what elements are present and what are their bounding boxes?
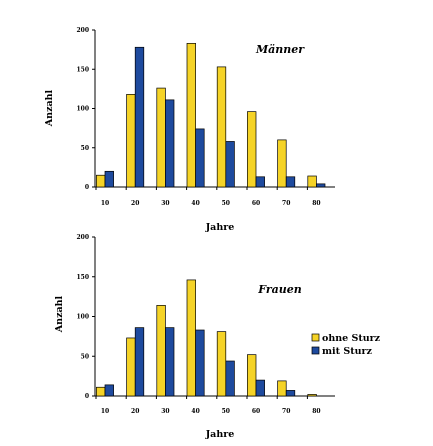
bar-ohne-sturz bbox=[126, 94, 136, 188]
y-axis-title: Anzahl bbox=[54, 295, 65, 333]
x-tick-label: 10 bbox=[101, 408, 109, 415]
y-tick-label: 200 bbox=[76, 234, 89, 241]
bar-mit-sturz bbox=[255, 379, 265, 397]
y-axis-title: Anzahl bbox=[44, 89, 55, 127]
bar-mit-sturz bbox=[134, 46, 145, 188]
bar-ohne-sturz bbox=[126, 337, 136, 397]
legend-swatch-ohne-sturz bbox=[311, 333, 320, 342]
bar-ohne-sturz bbox=[156, 87, 166, 188]
bar-ohne-sturz bbox=[96, 174, 106, 188]
x-tick-label: 10 bbox=[101, 200, 109, 207]
x-tick-label: 20 bbox=[131, 200, 139, 207]
bar-mit-sturz bbox=[285, 176, 296, 188]
bar-ohne-sturz bbox=[307, 394, 317, 397]
bar-mit-sturz bbox=[134, 327, 145, 397]
legend-label: ohne Sturz bbox=[322, 333, 381, 344]
bar-mit-sturz bbox=[285, 390, 296, 397]
y-tick-label: 100 bbox=[76, 314, 89, 321]
bar-mit-sturz bbox=[225, 141, 235, 188]
x-tick-label: 40 bbox=[191, 408, 199, 415]
bar-mit-sturz bbox=[104, 384, 114, 397]
y-tick-label: 0 bbox=[85, 184, 89, 191]
x-tick-label: 50 bbox=[222, 408, 230, 415]
legend-swatch-mit-sturz bbox=[311, 346, 320, 355]
bar-ohne-sturz bbox=[216, 66, 227, 188]
y-tick-label: 50 bbox=[81, 145, 89, 152]
y-tick-label: 50 bbox=[81, 353, 89, 360]
bar-ohne-sturz bbox=[277, 380, 287, 397]
x-tick-label: 60 bbox=[252, 408, 260, 415]
x-tick-label: 70 bbox=[282, 200, 290, 207]
bar-mit-sturz bbox=[195, 329, 205, 397]
bar-ohne-sturz bbox=[216, 331, 227, 397]
x-tick-label: 30 bbox=[161, 200, 169, 207]
x-tick-label: 70 bbox=[282, 408, 290, 415]
bar-mit-sturz bbox=[165, 99, 175, 188]
legend-label: mit Sturz bbox=[322, 346, 373, 357]
x-tick-label: 20 bbox=[131, 408, 139, 415]
x-axis-title: Jahre bbox=[205, 222, 235, 233]
x-tick-label: 80 bbox=[312, 408, 320, 415]
x-tick-label: 60 bbox=[252, 200, 260, 207]
bar-ohne-sturz bbox=[156, 305, 166, 397]
bar-mit-sturz bbox=[195, 128, 205, 188]
chart-panel-1: 0 50 100 150 200 10 20 30 40 50 60 70 80 Jahre Anzahl M… bbox=[44, 27, 335, 233]
y-tick-label: 150 bbox=[76, 66, 89, 73]
y-tick-label: 100 bbox=[76, 106, 89, 113]
bar-ohne-sturz bbox=[307, 175, 317, 188]
bar-mit-sturz bbox=[104, 170, 114, 188]
bar-ohne-sturz bbox=[186, 42, 196, 188]
bar-mit-sturz bbox=[316, 183, 326, 188]
x-tick-label: 30 bbox=[161, 408, 169, 415]
bar-ohne-sturz bbox=[247, 354, 257, 397]
legend: ohne Sturz mit Sturz bbox=[311, 333, 381, 357]
y-tick-label: 0 bbox=[85, 393, 89, 400]
bar-mit-sturz bbox=[255, 176, 265, 188]
bar-ohne-sturz bbox=[247, 111, 257, 188]
y-tick-label: 150 bbox=[76, 274, 89, 281]
panel-title: Männer bbox=[255, 43, 305, 56]
bar-ohne-sturz bbox=[277, 139, 287, 188]
chart-panel-2: 0 50 100 150 200 10 20 30 40 50 60 70 80 Jahre Anzahl F… bbox=[54, 234, 381, 440]
bar-ohne-sturz bbox=[96, 386, 106, 397]
x-tick-label: 40 bbox=[191, 200, 199, 207]
x-tick-label: 80 bbox=[312, 200, 320, 207]
bar-mit-sturz bbox=[225, 360, 235, 397]
bar-ohne-sturz bbox=[186, 279, 196, 397]
panel-title: Frauen bbox=[257, 283, 302, 296]
y-tick-label: 200 bbox=[76, 27, 89, 34]
x-tick-label: 50 bbox=[222, 200, 230, 207]
bar-mit-sturz bbox=[165, 327, 175, 397]
x-axis-title: Jahre bbox=[205, 429, 235, 440]
